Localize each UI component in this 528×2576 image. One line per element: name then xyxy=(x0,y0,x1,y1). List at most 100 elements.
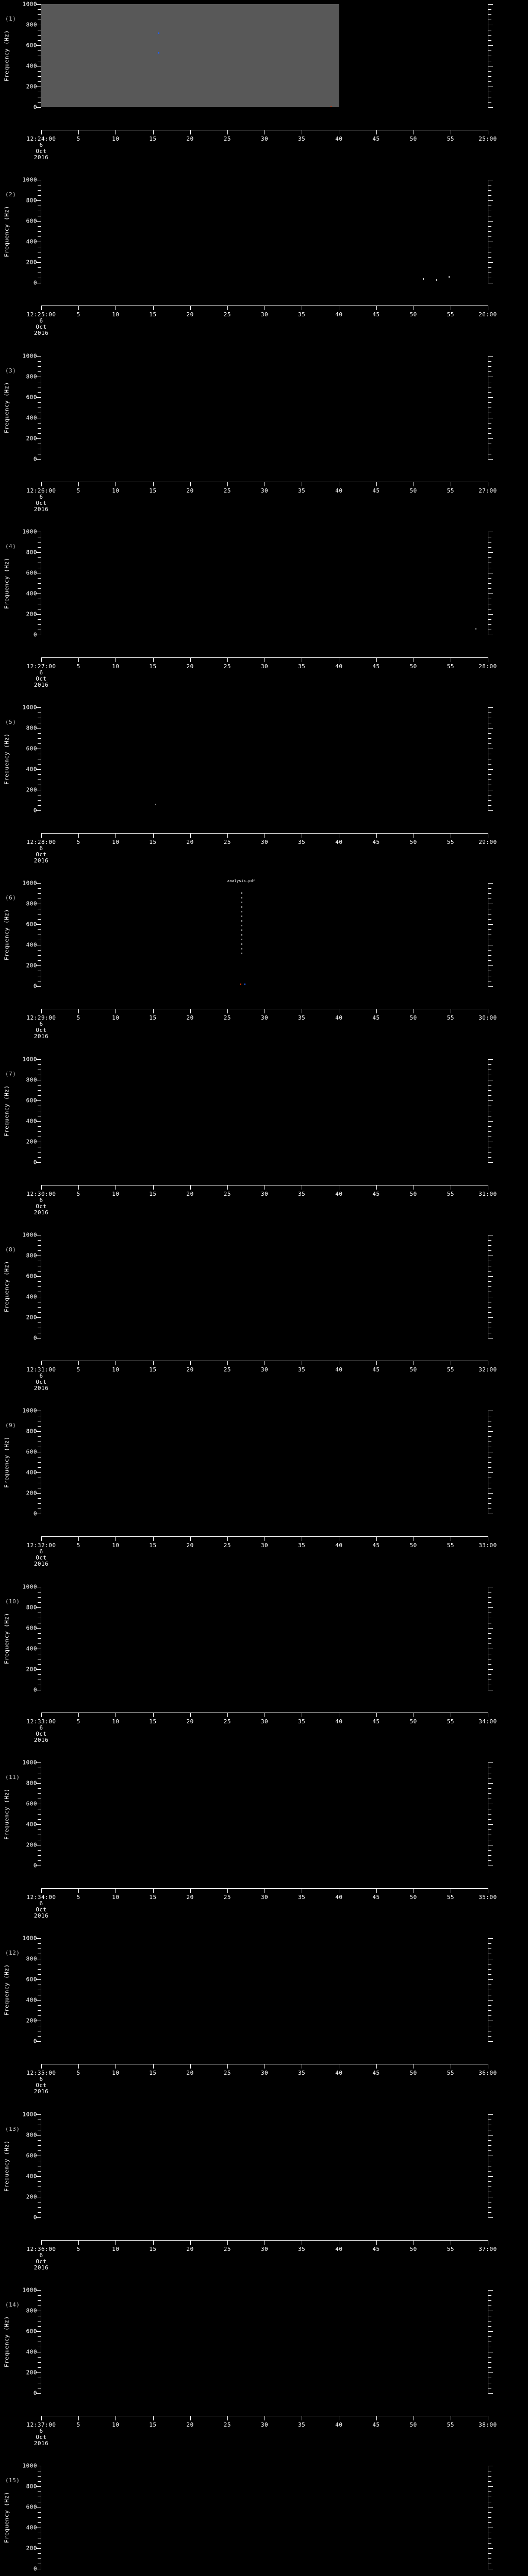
spectrogram-panel: (4) Frequency (Hz) 0 200 400 600 800 1000 12:27:… xyxy=(0,528,528,703)
x-tick-label: 20 xyxy=(186,2070,194,2077)
plot-area xyxy=(36,707,493,811)
x-tick-label: 55 xyxy=(447,1542,454,1549)
y-axis-tick xyxy=(488,1271,491,1272)
x-tick-label: 10 xyxy=(112,1718,120,1725)
x-tick-label: 35 xyxy=(298,135,306,142)
y-axis-tick xyxy=(36,2217,41,2218)
plot-area xyxy=(36,531,493,635)
y-tick-label: 200 xyxy=(26,2369,37,2376)
y-tick-label: 0 xyxy=(33,631,37,638)
date-line: Oct xyxy=(36,1730,47,1737)
y-tick-label: 0 xyxy=(33,807,37,814)
date-line: 2016 xyxy=(34,330,49,337)
x-axis-tick xyxy=(376,2240,377,2245)
spectrogram-panel: (9) Frequency (Hz) 0 200 400 600 800 1000 12:32:… xyxy=(0,1406,528,1582)
spectrogram-panel: (8) Frequency (Hz) 0 200 400 600 800 1000 12:31:… xyxy=(0,1231,528,1406)
x-axis-tick xyxy=(227,306,228,311)
x-axis-tick xyxy=(190,2064,191,2069)
x-tick-label: 50 xyxy=(409,135,417,142)
y-tick-label: 600 xyxy=(26,217,37,225)
y-axis-tick xyxy=(488,1426,491,1427)
y-axis-tick xyxy=(488,231,491,232)
y-axis-tick xyxy=(36,2290,41,2291)
y-axis-tick xyxy=(488,769,493,770)
x-tick-label: 30 xyxy=(260,1542,269,1549)
y-axis-tick-labels: 0 200 400 600 800 1000 xyxy=(0,2111,37,2220)
y-axis-tick xyxy=(38,1307,41,1308)
x-tick-label: 34:00 xyxy=(478,1718,497,1725)
y-axis-tick xyxy=(38,2145,41,2146)
x-axis-date-label: 6 Oct 2016 xyxy=(34,142,49,161)
x-axis-date-label: 6 Oct 2016 xyxy=(34,1021,49,1040)
spectrogram-canvas xyxy=(41,1586,488,1690)
x-tick-label: 35:00 xyxy=(478,1893,497,1901)
y-axis-tick xyxy=(38,2553,41,2554)
x-axis-tick xyxy=(153,1712,154,1717)
y-tick-label: 400 xyxy=(26,62,37,70)
x-axis-tick xyxy=(153,1536,154,1541)
y-axis-tick xyxy=(36,965,41,967)
date-line: 2016 xyxy=(34,154,49,161)
y-axis-tick xyxy=(488,1126,491,1127)
y-axis-tick xyxy=(38,2367,41,2368)
y-axis-tick xyxy=(36,4,41,5)
y-axis-tick xyxy=(488,779,491,781)
data-marker xyxy=(158,32,159,34)
y-axis-tick xyxy=(36,2486,41,2487)
x-axis-tick xyxy=(190,130,191,134)
y-tick-label: 200 xyxy=(26,1489,37,1497)
x-tick-label: 45 xyxy=(372,1718,380,1725)
y-axis-tick xyxy=(38,624,41,625)
x-axis-tick xyxy=(78,2240,79,2245)
x-axis-tick xyxy=(153,130,154,134)
y-axis-tick xyxy=(36,986,41,987)
y-axis-tick xyxy=(38,2015,41,2016)
y-axis-tick xyxy=(488,624,491,625)
x-tick-label: 35 xyxy=(298,839,306,846)
y-tick-label: 800 xyxy=(26,724,37,732)
y-tick-label: 1000 xyxy=(22,1583,37,1590)
y-axis-tick xyxy=(488,200,493,201)
data-marker xyxy=(436,279,438,281)
y-axis-tick xyxy=(488,2522,491,2523)
date-line: 6 xyxy=(39,317,43,325)
date-line: Oct xyxy=(36,2258,47,2265)
x-axis: 12:25:00 5 10 15 20 25 30 35 40 45 50 55 26:00 6 Oct 20… xyxy=(27,306,497,347)
x-tick-label: 55 xyxy=(447,311,454,318)
y-axis-tick xyxy=(488,955,491,956)
x-tick-label: 10 xyxy=(112,311,120,318)
y-axis-tick xyxy=(36,2134,41,2136)
x-tick-label: 30 xyxy=(260,135,269,142)
y-axis-tick xyxy=(38,1948,41,1950)
x-axis-tick xyxy=(190,1712,191,1717)
annotation-trace-dot xyxy=(241,953,242,955)
y-axis-tick xyxy=(488,2000,493,2001)
spectrogram-panel: (6) Frequency (Hz) 0 200 400 600 800 1000 analys… xyxy=(0,879,528,1055)
y-tick-label: 400 xyxy=(26,1996,37,2004)
data-marker xyxy=(331,106,332,107)
y-axis-tick xyxy=(38,2481,41,2482)
x-axis: 12:24:00 5 10 15 20 25 30 35 40 45 50 55 25:00 6 Oct 20… xyxy=(27,130,497,171)
y-axis-tick xyxy=(488,4,493,5)
x-tick-label: 35 xyxy=(298,663,306,670)
x-tick-label: 15 xyxy=(149,663,157,670)
x-tick-label: 5 xyxy=(76,1718,80,1725)
x-tick-label: 20 xyxy=(186,2245,194,2252)
x-axis-tick xyxy=(78,481,79,486)
y-tick-label: 0 xyxy=(33,982,37,990)
x-tick-label: 30 xyxy=(260,311,269,318)
x-tick-label: 35 xyxy=(298,2245,306,2252)
date-line: 2016 xyxy=(34,2264,49,2271)
x-axis-date-label: 6 Oct 2016 xyxy=(34,2428,49,2447)
x-tick-label: 30 xyxy=(260,2421,269,2428)
y-axis-tick xyxy=(38,950,41,951)
x-tick-label: 20 xyxy=(186,663,194,670)
y-axis-tick xyxy=(488,1979,493,1980)
y-axis-tick xyxy=(38,2171,41,2172)
y-tick-label: 200 xyxy=(26,1841,37,1849)
x-tick-label: 55 xyxy=(447,1718,454,1725)
x-axis: 12:30:00 5 10 15 20 25 30 35 40 45 50 55 31:00 6 Oct 20… xyxy=(27,1184,497,1226)
x-tick-label: 50 xyxy=(409,2245,417,2252)
y-axis-tick xyxy=(38,1860,41,1861)
x-tick-label: 30 xyxy=(260,663,269,670)
